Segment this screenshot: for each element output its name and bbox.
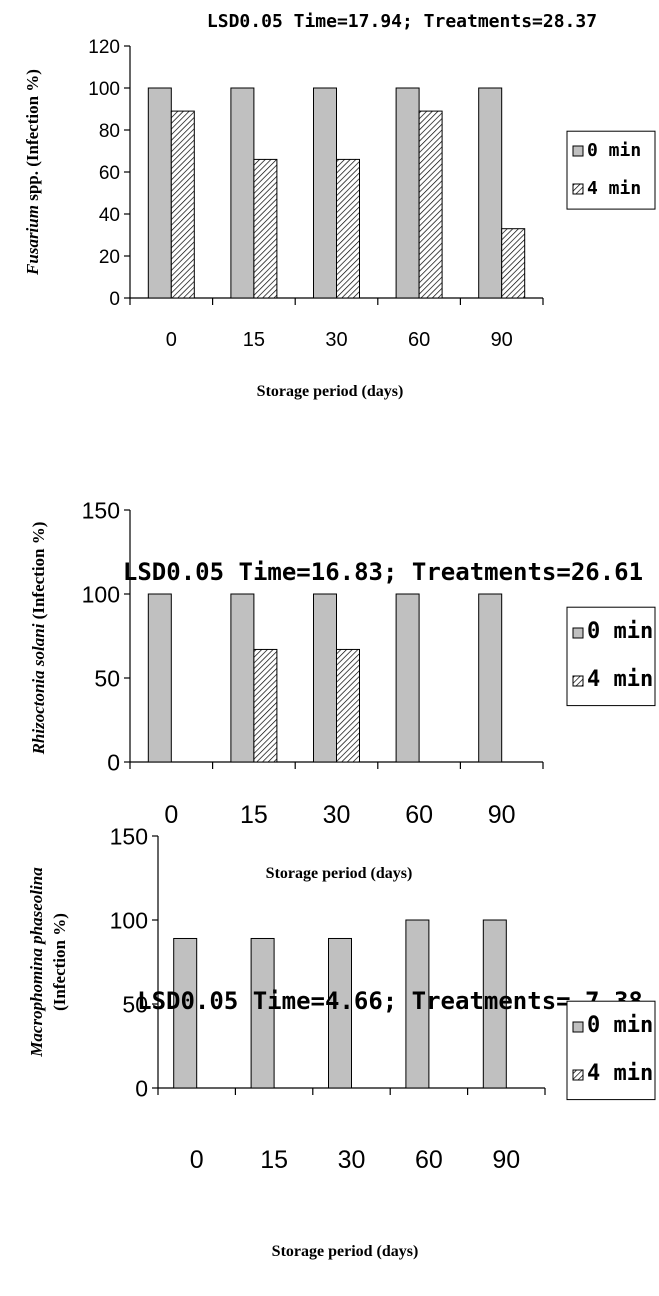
x-tick-label: 60 [408,329,430,351]
bar-4min [501,228,526,299]
x-tick-label: 60 [415,1146,443,1174]
bar-0min [328,937,352,1089]
x-tick-label: 15 [240,801,268,829]
y-tick-label: 0 [109,289,120,310]
legend-label: 4 min [587,667,653,692]
legend-swatch-0min [572,1021,584,1033]
y-tick-label: 20 [99,247,120,268]
legend-swatch-0min [572,145,584,157]
bar-4min [253,158,278,299]
y-tick-label: 150 [82,497,120,523]
bar-0min [230,593,255,763]
bar-0min [250,937,275,1089]
y-tick-label: 60 [99,163,120,184]
y-tick-label: 100 [110,907,148,933]
bar-4min [336,648,360,763]
bar-0min [405,919,430,1089]
x-tick-label: 30 [323,801,351,829]
bar-0min [313,87,337,299]
legend-swatch-0min [572,627,584,639]
legend-box [566,1000,656,1101]
y-tick-label: 80 [99,121,120,142]
chart-title: LSD0.05 Time=16.83; Treatments=26.61 [123,558,643,586]
x-axis-label: Storage period (days) [257,383,404,400]
bar-0min [478,87,503,299]
x-tick-label: 15 [260,1146,288,1174]
legend: 0 min 4 min [566,1000,656,1101]
bar-0min [482,919,507,1089]
bar-0min [478,593,503,763]
legend-swatch-4min [572,183,584,195]
x-tick-label: 90 [492,1146,520,1174]
x-tick-label: 90 [491,329,513,351]
bar-0min [395,593,420,763]
x-tick-label: 0 [190,1146,204,1174]
legend-box [566,130,656,210]
y-tick-label: 120 [88,37,120,58]
x-tick-label: 0 [164,801,178,829]
bar-4min [418,110,443,299]
legend: 0 min 4 min [566,606,656,707]
bar-0min [173,937,198,1089]
bar-0min [395,87,420,299]
x-tick-label: 60 [405,801,433,829]
legend-box [566,606,656,707]
x-tick-label: 0 [166,329,177,351]
legend-label: 0 min [587,140,641,161]
y-tick-label: 100 [88,79,120,100]
chart-1: 0 20 40 60 80 100 120 0 15 30 60 90 LSD0.05 Time=17.… [23,11,656,400]
chart-title: LSD0.05 Time=4.66; Treatments= 7.38 [137,987,643,1015]
bar-4min [170,110,195,299]
y-tick-label: 150 [110,823,148,849]
y-tick-label: 100 [82,581,120,607]
bar-0min [147,87,172,299]
legend-label: 0 min [587,619,653,644]
x-axis-label: Storage period (days) [266,865,413,882]
chart-2: 0 50 100 150 0 15 30 60 90 LSD0.05 Time=16.83; Tr… [29,497,656,882]
bar-0min [147,593,172,763]
x-tick-label: 30 [338,1146,366,1174]
chart-3: 0 50 100 150 0 15 30 60 90 LSD0.05 Time=4.66; Tre… [27,823,656,1260]
y-tick-label: 40 [99,205,120,226]
bar-0min [230,87,255,299]
legend-swatch-4min [572,1069,584,1081]
legend-label: 4 min [587,178,641,199]
y-axis-label: Rhizoctonia solani (Infection %) [29,522,48,756]
x-tick-label: 30 [325,329,347,351]
bar-4min [336,158,360,299]
y-tick-label: 50 [94,665,120,691]
y-tick-label: 0 [107,749,120,775]
bar-0min [313,593,337,763]
legend-label: 0 min [587,1013,653,1038]
x-tick-label: 90 [488,801,516,829]
legend-swatch-4min [572,675,584,687]
legend: 0 min 4 min [566,130,656,210]
bar-4min [253,648,278,763]
legend-label: 4 min [587,1061,653,1086]
y-tick-label: 0 [135,1075,148,1101]
x-axis-label: Storage period (days) [272,1243,419,1260]
y-tick-label: 50 [122,991,148,1017]
y-axis-label: Macrophomina phaseolina (Infection %) [27,867,69,1058]
x-tick-label: 15 [243,329,265,351]
chart-title: LSD0.05 Time=17.94; Treatments=28.37 [207,11,597,32]
y-axis-label: Fusarium spp. (Infection %) [23,69,42,276]
